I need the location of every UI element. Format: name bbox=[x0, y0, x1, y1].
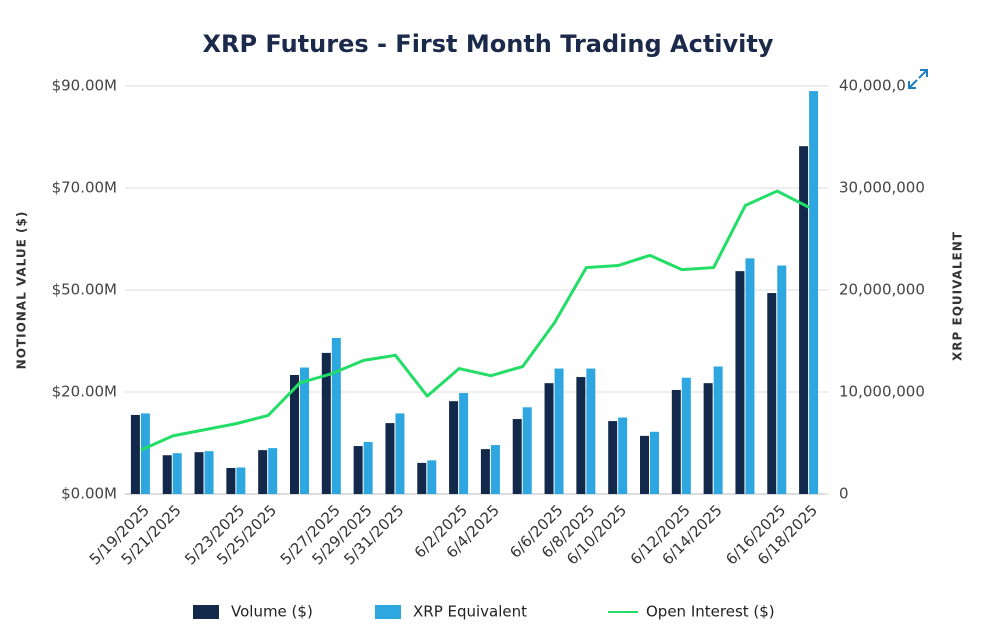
bar bbox=[586, 368, 596, 494]
bar bbox=[713, 366, 723, 494]
y-tick-label: $20.00M bbox=[52, 383, 117, 401]
bar bbox=[194, 452, 204, 494]
bar bbox=[417, 462, 427, 494]
bar bbox=[745, 258, 755, 494]
bar bbox=[395, 413, 405, 494]
bar bbox=[353, 446, 363, 494]
bar bbox=[777, 265, 787, 494]
y-tick-label: $50.00M bbox=[52, 281, 117, 299]
y2-tick-label: 0 bbox=[839, 485, 849, 503]
legend-label: XRP Equivalent bbox=[413, 603, 527, 621]
y-axis-title: NOTIONAL VALUE ($) bbox=[15, 211, 29, 370]
bar bbox=[363, 441, 373, 494]
bar bbox=[258, 450, 268, 494]
y2-axis-title: XRP EQUIVALENT bbox=[951, 231, 965, 361]
bar bbox=[427, 460, 437, 494]
bar bbox=[480, 449, 490, 494]
bar bbox=[799, 146, 809, 494]
bar bbox=[490, 445, 500, 494]
legend-swatch bbox=[193, 605, 219, 619]
bar bbox=[671, 389, 681, 494]
y2-tick-label: 40,000,000 bbox=[839, 77, 925, 95]
y-tick-label: $90.00M bbox=[52, 77, 117, 95]
bar bbox=[576, 377, 586, 494]
expand-icon bbox=[908, 69, 928, 89]
bar bbox=[703, 383, 713, 494]
bar bbox=[522, 407, 532, 494]
y-tick-label: $70.00M bbox=[52, 179, 117, 197]
y-tick-label: $0.00M bbox=[61, 485, 117, 503]
legend-swatch bbox=[375, 605, 401, 619]
bar bbox=[650, 431, 659, 494]
bar bbox=[268, 448, 278, 494]
bar bbox=[140, 413, 150, 494]
bar bbox=[735, 271, 745, 494]
line bbox=[140, 189, 810, 452]
bar bbox=[681, 377, 691, 494]
y2-tick-label: 30,000,000 bbox=[839, 179, 925, 197]
bar bbox=[640, 435, 649, 494]
bar bbox=[512, 419, 522, 494]
bar bbox=[331, 337, 341, 494]
bar bbox=[809, 91, 819, 494]
bar bbox=[449, 401, 459, 494]
bar bbox=[172, 453, 182, 494]
bar bbox=[554, 368, 564, 494]
bar bbox=[608, 421, 618, 494]
bar bbox=[204, 451, 214, 494]
bar bbox=[226, 467, 236, 494]
bar bbox=[544, 383, 554, 494]
bar bbox=[300, 367, 309, 494]
expand-button[interactable] bbox=[905, 66, 931, 92]
bar bbox=[290, 375, 299, 494]
bar bbox=[130, 414, 140, 494]
bar bbox=[236, 467, 246, 494]
bar bbox=[385, 423, 395, 494]
bar bbox=[321, 352, 331, 494]
bar bbox=[162, 455, 172, 494]
legend-label: Volume ($) bbox=[231, 603, 313, 621]
chart-title: XRP Futures - First Month Trading Activi… bbox=[202, 30, 773, 58]
bar bbox=[767, 293, 777, 494]
y2-tick-label: 20,000,000 bbox=[839, 281, 925, 299]
legend-label: Open Interest ($) bbox=[646, 603, 775, 621]
bar bbox=[618, 417, 628, 494]
y2-tick-label: 10,000,000 bbox=[839, 383, 925, 401]
bar bbox=[459, 393, 469, 494]
